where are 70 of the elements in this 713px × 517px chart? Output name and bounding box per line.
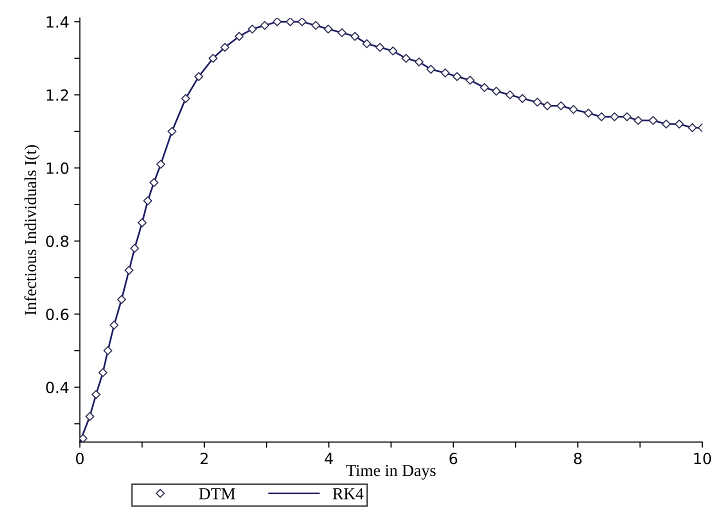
point (194, 72, 204, 82)
point (480, 83, 489, 92)
x-tick-label: 2 (200, 452, 208, 464)
point (208, 54, 218, 63)
point (98, 368, 108, 378)
point (286, 18, 295, 26)
y-tick-label: 0.8 (46, 235, 68, 248)
point (402, 54, 411, 63)
point (260, 20, 270, 30)
point (156, 160, 166, 169)
point (103, 346, 112, 356)
point (596, 112, 606, 122)
point (492, 86, 501, 96)
point (452, 72, 462, 82)
point (272, 18, 282, 26)
point (610, 112, 620, 122)
point (556, 101, 566, 110)
point (542, 101, 552, 110)
point (426, 64, 436, 74)
legend-label: RK4 (332, 488, 364, 500)
point (85, 412, 94, 421)
point (518, 94, 527, 103)
x-axis-title: Time in Days (346, 464, 436, 480)
y-tick-label: 0.6 (46, 308, 68, 320)
point (124, 266, 134, 275)
point (350, 32, 360, 41)
point (92, 390, 101, 400)
point (337, 28, 346, 38)
point (130, 244, 140, 253)
point (584, 108, 593, 118)
point (648, 116, 658, 125)
point (568, 104, 578, 114)
point (662, 120, 671, 129)
point (466, 76, 475, 85)
y-tick-label: 0.4 (46, 382, 69, 394)
point (149, 178, 158, 188)
point (311, 20, 320, 30)
point (440, 68, 450, 78)
point (324, 24, 333, 34)
x-tick-label: 6 (450, 452, 458, 464)
point (181, 94, 190, 103)
point (505, 90, 514, 100)
point (117, 295, 126, 304)
point (362, 39, 372, 48)
point (234, 32, 244, 41)
y-tick-label: 1.4 (46, 16, 69, 28)
point (110, 320, 119, 330)
point (414, 57, 424, 66)
point (375, 42, 384, 52)
point (622, 112, 632, 122)
x-tick-label: 4 (324, 452, 333, 464)
x-tick-label: 0 (76, 452, 84, 464)
legend-label: DTM (199, 488, 236, 500)
y-tick-label: 1.2 (46, 89, 68, 101)
point (634, 116, 643, 125)
point (532, 98, 542, 107)
x-tick-label: 10 (694, 452, 712, 464)
y-tick-label: 1.0 (46, 162, 68, 174)
point (143, 196, 152, 206)
y-axis-title: Infectious Individuals I(t) (24, 145, 40, 316)
point (220, 42, 230, 52)
point (138, 218, 147, 228)
point (688, 123, 697, 132)
point (248, 24, 257, 34)
point (298, 18, 307, 26)
point (80, 434, 88, 442)
point (167, 126, 176, 136)
point (388, 46, 398, 56)
point (674, 120, 684, 129)
x-tick-label: 8 (574, 452, 582, 464)
